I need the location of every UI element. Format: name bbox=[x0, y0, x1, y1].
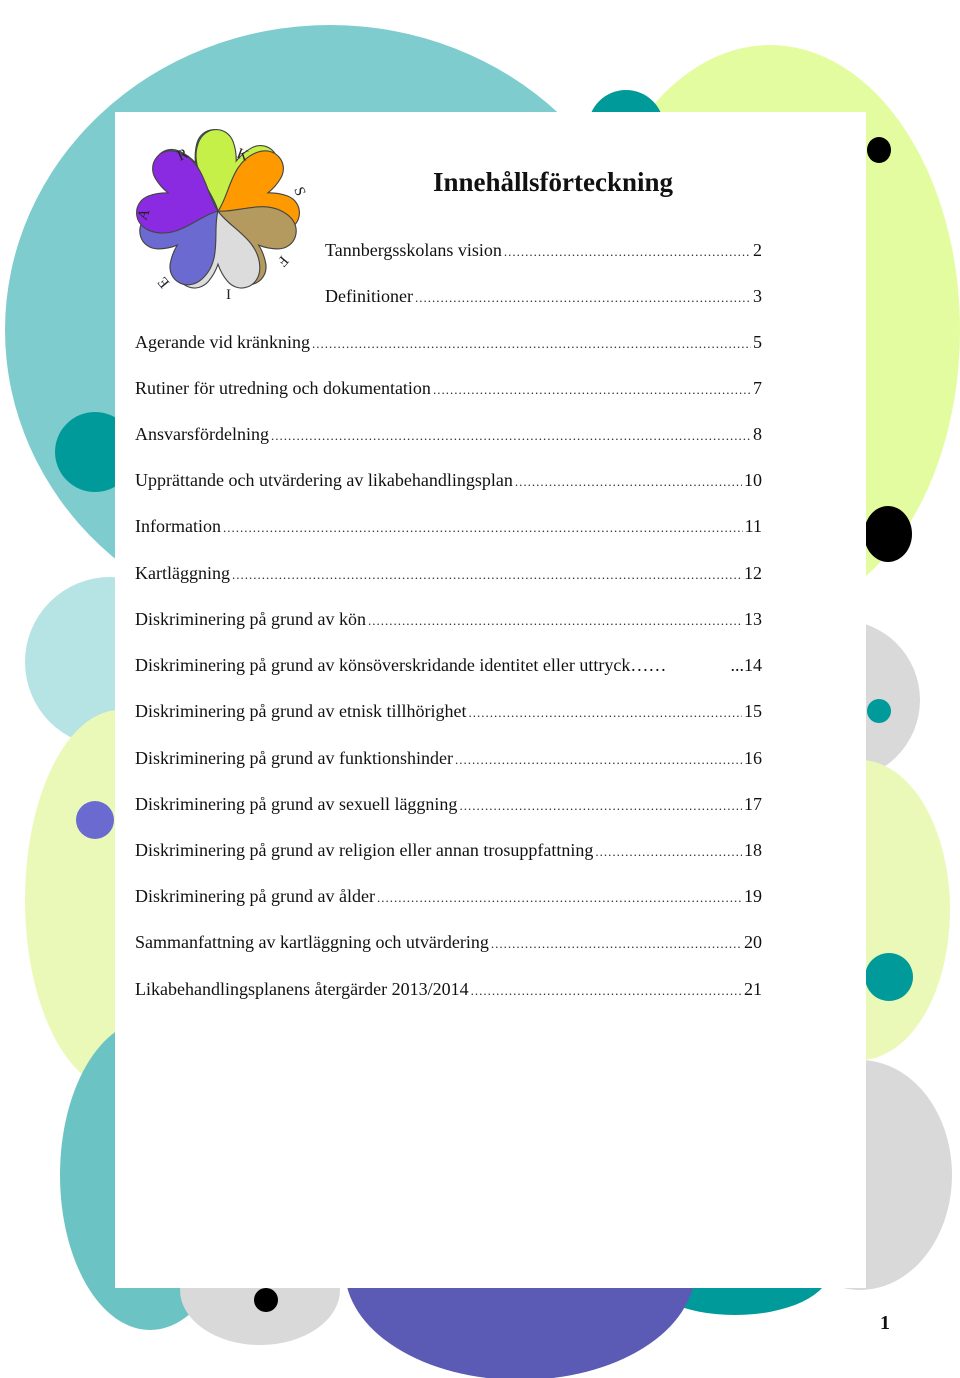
toc-entry[interactable]: Rutiner för utredning och dokumentation … bbox=[135, 378, 762, 402]
toc-entry[interactable]: Kartläggning 12 bbox=[135, 563, 762, 587]
toc-leader-dots bbox=[468, 705, 742, 721]
toc-entry-page: 20 bbox=[744, 932, 762, 952]
toc-leader-dots bbox=[471, 983, 742, 999]
toc-entry-title: Diskriminering på grund av könsöverskrid… bbox=[135, 655, 667, 675]
toc-entry[interactable]: Tannbergsskolans vision 2 bbox=[325, 240, 762, 264]
toc-entry-title: Ansvarsfördelning bbox=[135, 424, 269, 444]
toc-entry-title: Diskriminering på grund av ålder bbox=[135, 886, 375, 906]
toc-entry-title: Diskriminering på grund av kön bbox=[135, 609, 366, 629]
toc-entry-page: 18 bbox=[744, 840, 762, 860]
toc-entry-page: 7 bbox=[753, 378, 762, 398]
toc-entry-page: 17 bbox=[744, 794, 762, 814]
toc-entry[interactable]: Ansvarsfördelning 8 bbox=[135, 424, 762, 448]
toc-leader-dots bbox=[312, 336, 751, 352]
toc-leader-dots bbox=[232, 567, 742, 583]
purple-dot-left bbox=[76, 801, 114, 839]
toc-entry[interactable]: Upprättande och utvärdering av likabehan… bbox=[135, 470, 762, 494]
toc-entry-page: 15 bbox=[744, 701, 762, 721]
toc-leader-dots bbox=[368, 613, 742, 629]
toc-entry-page: 11 bbox=[744, 516, 762, 536]
toc-entry-title: Sammanfattning av kartläggning och utvär… bbox=[135, 932, 489, 952]
toc-entry[interactable]: Diskriminering på grund av religion elle… bbox=[135, 840, 762, 864]
logo-letter-i: I bbox=[226, 287, 231, 303]
toc-entry[interactable]: Diskriminering på grund av kön 13 bbox=[135, 609, 762, 633]
toc-leader-dots bbox=[455, 752, 742, 768]
toc-entry-title: Diskriminering på grund av religion elle… bbox=[135, 840, 594, 860]
page-number: 1 bbox=[880, 1312, 890, 1334]
toc-leader-dots bbox=[515, 474, 742, 490]
toc-entry[interactable]: Diskriminering på grund av funktionshind… bbox=[135, 748, 762, 772]
toc-leader-dots bbox=[504, 244, 751, 260]
toc-leader-dots bbox=[415, 290, 751, 306]
toc-leader-dots bbox=[595, 844, 742, 860]
toc-entry[interactable]: Diskriminering på grund av sexuell läggn… bbox=[135, 794, 762, 818]
toc-entry[interactable]: Sammanfattning av kartläggning och utvär… bbox=[135, 932, 762, 956]
logo-letter-k: K bbox=[235, 146, 251, 165]
teal-dot-right-small bbox=[867, 699, 891, 723]
toc-entry-page: 2 bbox=[753, 240, 762, 260]
toc-entry-title: Diskriminering på grund av etnisk tillhö… bbox=[135, 701, 467, 721]
toc-entry-title: Information bbox=[135, 516, 221, 536]
toc-entry-page: 3 bbox=[753, 286, 762, 306]
toc-entry-title: Kartläggning bbox=[135, 563, 230, 583]
teal-dot-right bbox=[865, 953, 913, 1001]
logo-letter-e: E bbox=[155, 273, 173, 290]
toc-entry-page: 21 bbox=[744, 979, 762, 999]
toc-entry-title: Diskriminering på grund av sexuell läggn… bbox=[135, 794, 458, 814]
toc-entry[interactable]: Diskriminering på grund av ålder 19 bbox=[135, 886, 762, 910]
toc-entry-page: 19 bbox=[744, 886, 762, 906]
toc-entry[interactable]: Information 11 bbox=[135, 516, 762, 540]
toc-entry-page: 13 bbox=[744, 609, 762, 629]
toc-entry-title: Likabehandlingsplanens återgärder 2013/2… bbox=[135, 979, 469, 999]
toc-entry[interactable]: Agerande vid kränkning 5 bbox=[135, 332, 762, 356]
black-dot-top bbox=[867, 137, 891, 163]
toc-entry[interactable]: Likabehandlingsplanens återgärder 2013/2… bbox=[135, 979, 762, 1003]
toc-entry-title: Definitioner bbox=[325, 286, 413, 306]
toc-entry-title: Agerande vid kränkning bbox=[135, 332, 310, 352]
toc-entry-title: Diskriminering på grund av funktionshind… bbox=[135, 748, 453, 768]
heart-flower-logo: R K S F I E A bbox=[130, 122, 308, 303]
toc-leader-dots bbox=[377, 890, 742, 906]
toc-leader-dots bbox=[459, 798, 742, 814]
toc-leader-dots bbox=[433, 382, 751, 398]
toc-entry-page: 12 bbox=[744, 563, 762, 583]
toc-leader-dots bbox=[223, 520, 743, 536]
toc-entry[interactable]: Diskriminering på grund av könsöverskrid… bbox=[135, 655, 762, 679]
toc-entry[interactable]: Diskriminering på grund av etnisk tillhö… bbox=[135, 701, 762, 725]
toc-entry-page: 8 bbox=[753, 424, 762, 444]
toc-entry[interactable]: Definitioner 3 bbox=[325, 286, 762, 310]
toc-entry-title: Upprättande och utvärdering av likabehan… bbox=[135, 470, 513, 490]
toc-entry-title: Tannbergsskolans vision bbox=[325, 240, 502, 260]
toc-entry-title: Rutiner för utredning och dokumentation bbox=[135, 378, 431, 398]
toc-entry-page: 16 bbox=[744, 748, 762, 768]
black-dot-right bbox=[864, 506, 912, 562]
logo-letter-f: F bbox=[274, 252, 292, 269]
logo-letter-s: S bbox=[290, 185, 308, 198]
toc-entry-page: 10 bbox=[744, 470, 762, 490]
toc-entry-page: 5 bbox=[753, 332, 762, 352]
toc-leader-dots bbox=[491, 936, 742, 952]
page-title: Innehållsförteckning bbox=[433, 167, 674, 197]
logo-letter-a: A bbox=[135, 207, 154, 223]
toc-leader-dots bbox=[271, 428, 751, 444]
toc-entry-page: ...14 bbox=[730, 655, 763, 675]
document-page bbox=[115, 112, 866, 1288]
black-dot-bottom bbox=[254, 1288, 278, 1312]
